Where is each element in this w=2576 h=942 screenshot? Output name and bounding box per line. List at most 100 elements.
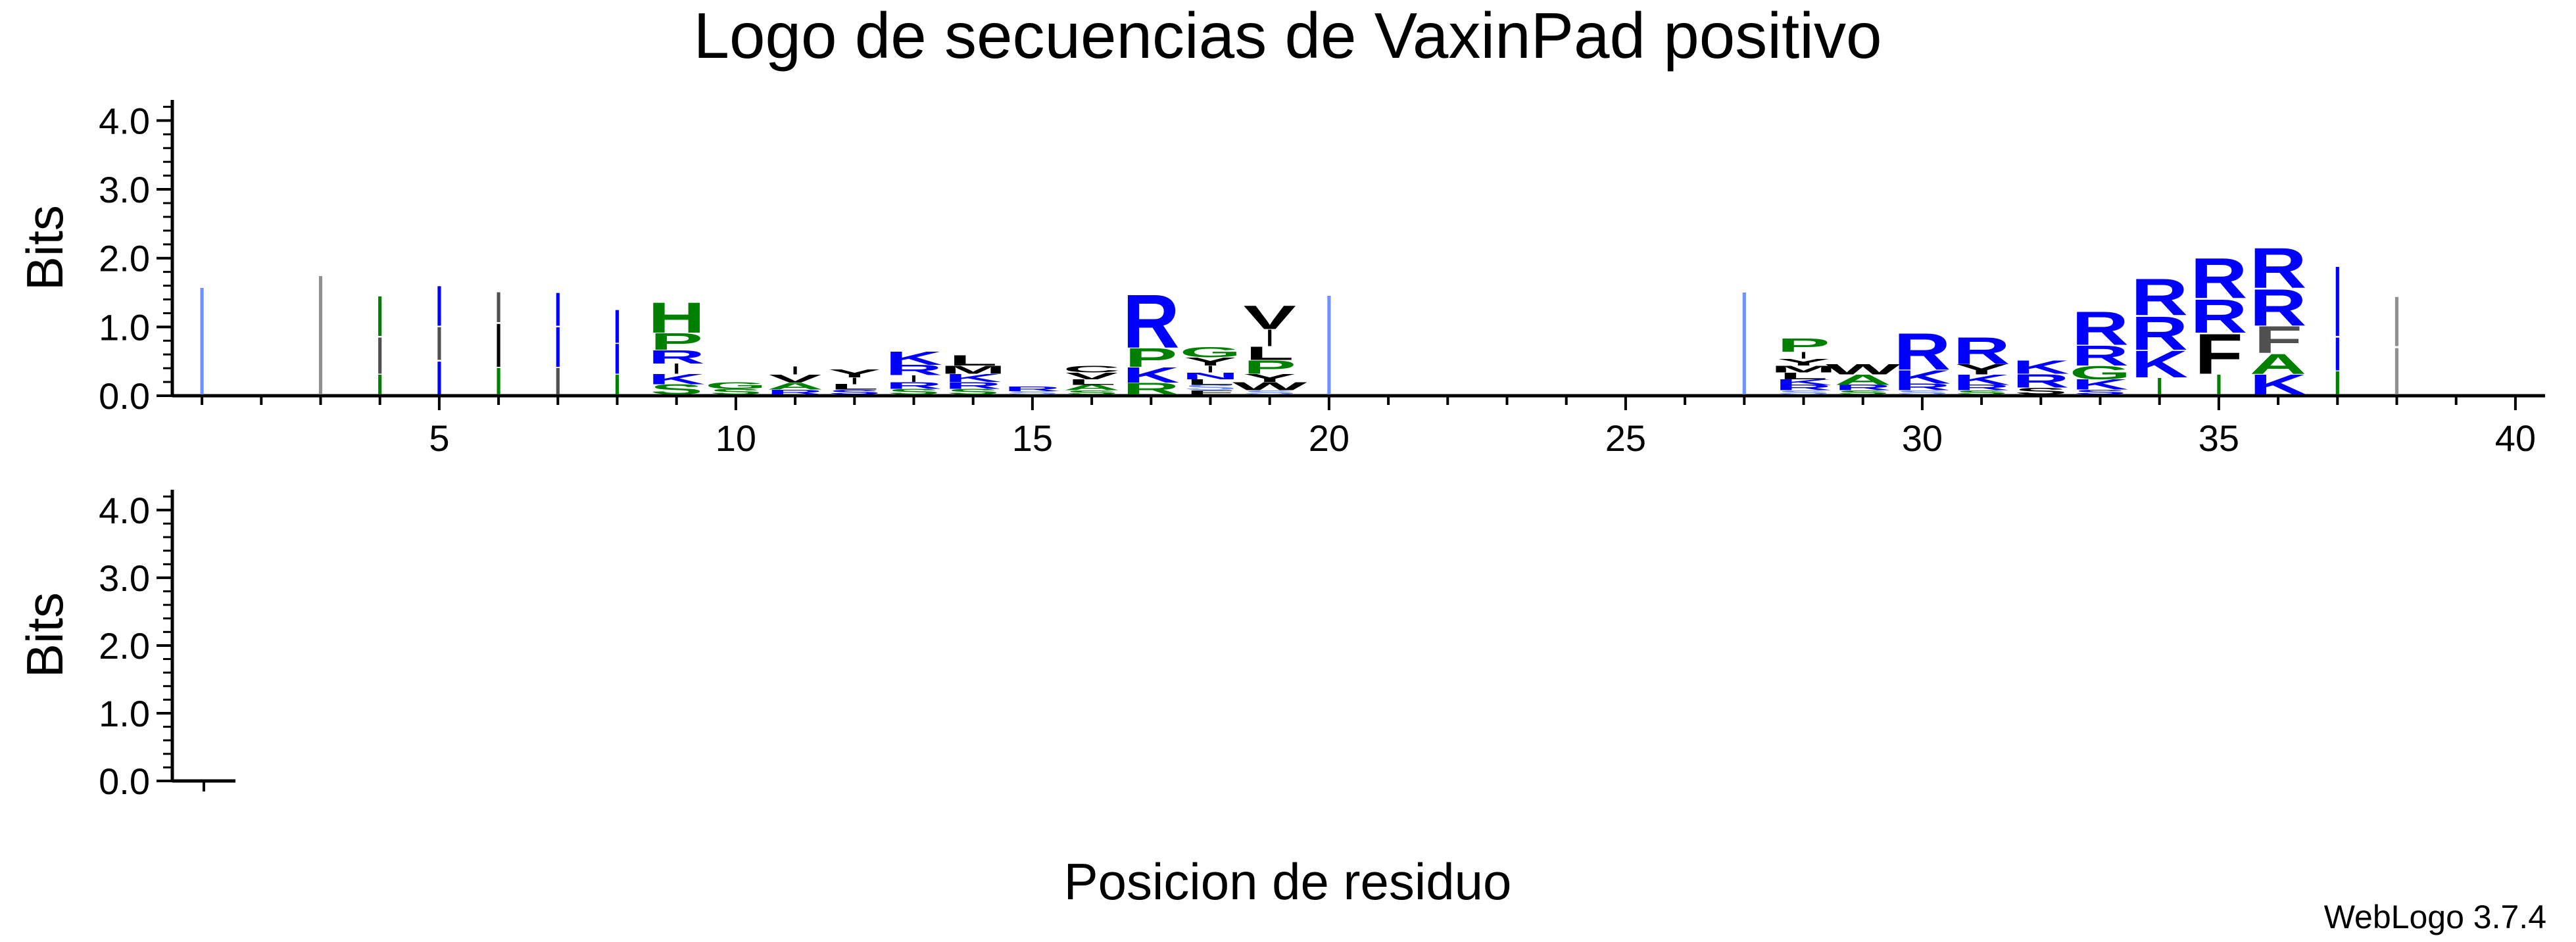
logo-letter-i: I [911, 373, 917, 385]
logo-letter-i: I [1207, 364, 1214, 375]
chart-title: Logo de secuencias de VaxinPad positivo [694, 0, 1882, 72]
logo-letter-r: R [1893, 322, 1951, 381]
logo-letter-l: L [1780, 371, 1828, 381]
logo-letter-i: I [554, 360, 561, 403]
logo-letter-i: I [614, 335, 621, 383]
logo-letter-y: Y [828, 367, 881, 379]
logo-letter-i: I [495, 311, 502, 381]
logo-letter-s: S [2014, 386, 2067, 396]
logo-letter-r: R [2072, 302, 2129, 356]
logo-letter-a: A [767, 381, 824, 392]
logo-letter-h: H [648, 293, 705, 342]
logo-letter-a: A [1834, 372, 1891, 388]
logo-letter-s: S [2074, 389, 2126, 396]
bottom-panel: 0.0 1.0 2.0 3.0 4.0 Bits [16, 490, 235, 802]
top-x-tick-label: 25 [1605, 417, 1646, 459]
logo-letter-n: N [1182, 371, 1239, 381]
logo-letter-v: V [1244, 298, 1296, 336]
top-y-ticks: 0.0 1.0 2.0 3.0 4.0 [99, 100, 172, 417]
x-axis-label: Posicion de residuo [1064, 853, 1512, 910]
logo-letter-i: I [495, 360, 502, 403]
logo-letter-s: S [1006, 390, 1059, 396]
logo-letter-i: I [318, 239, 324, 431]
logo-letter-w: W [1232, 380, 1308, 392]
logo-letter-i: I [792, 364, 798, 377]
top-panel: 0.01.02.03.04.0 5 10 15 20 25 30 35 40 I I IIIIII… [16, 100, 2545, 459]
logo-letter-i: I [1267, 324, 1273, 351]
bottom-y-tick-label: 4.0 [99, 490, 150, 531]
logo-letter-s: S [887, 388, 940, 396]
logo-letter-i: I [2334, 328, 2341, 381]
logo-letter-p: P [650, 328, 703, 354]
logo-letter-f: F [1186, 389, 1234, 396]
logo-letter-w: W [1826, 362, 1901, 377]
logo-letter-p: P [1125, 343, 1177, 373]
logo-letter-r: R [2250, 278, 2307, 337]
logo-letter-i: I [614, 369, 621, 401]
logo-letter-l: L [831, 383, 879, 391]
logo-letter-m: M [1770, 364, 1836, 374]
top-x-tick-label: 30 [1902, 417, 1943, 459]
logo-letter-g: G [1180, 344, 1242, 360]
logo-letter-i: I [554, 316, 561, 380]
logo-letter-r: R [2131, 307, 2188, 360]
logo-letter-r: R [767, 389, 824, 396]
logo-letter-y: Y [1777, 357, 1830, 367]
top-x-tick-label: 10 [716, 417, 756, 459]
logo-letter-r: R [1123, 279, 1180, 365]
logo-letter-i: I [554, 283, 561, 337]
top-y-tick-label: 1.0 [99, 306, 150, 348]
logo-letter-i: I [673, 361, 680, 377]
logo-letter-i: I [377, 327, 383, 386]
logo-letter-s: S [947, 388, 1000, 396]
logo-letter-i: I [436, 318, 443, 371]
logo-letter-f: F [2195, 323, 2243, 387]
logo-letter-i: I [377, 285, 383, 349]
logo-letter-f: F [2254, 319, 2302, 362]
logo-letter-s: S [1777, 389, 1830, 396]
logo-letter-g: G [705, 381, 767, 391]
logo-letter-l: L [1186, 378, 1234, 387]
logo-letter-r: R [2250, 237, 2307, 300]
top-y-tick-label: 4.0 [99, 100, 150, 141]
top-x-tick-label: 5 [429, 417, 449, 459]
logo-letter-a: A [1063, 383, 1121, 392]
top-x-tick-label: 15 [1012, 417, 1053, 459]
logo-letter-r: R [1834, 383, 1891, 392]
logo-letter-r: R [1123, 380, 1180, 398]
logo-letter-y: Y [1184, 355, 1236, 367]
top-y-tick-label: 0.0 [99, 375, 150, 417]
bottom-y-tick-label: 2.0 [99, 625, 150, 667]
logo-letter-i: I [2334, 247, 2341, 358]
top-y-axis-label: Bits [16, 205, 74, 291]
logo-letter-i: I [495, 284, 502, 332]
logo-letter-l: L [1246, 342, 1294, 364]
logo-letter-s: S [1184, 383, 1236, 392]
logo-letter-i: I [2216, 369, 2222, 401]
logo-letter-k: K [648, 371, 705, 387]
logo-letter-s: S [1837, 389, 1889, 396]
logo-letter-l: L [949, 353, 997, 369]
logo-letter-k: K [885, 348, 942, 369]
logo-letter-s: S [828, 389, 881, 396]
bottom-y-ticks: 0.0 1.0 2.0 3.0 4.0 [99, 490, 172, 802]
logo-letter-s: S [710, 388, 762, 396]
logo-letter-r: R [2012, 370, 2070, 392]
logo-letter-r: R [1953, 330, 2010, 373]
logo-letter-v: V [769, 373, 821, 385]
letter-stacks: I I IIIIIIIIIIIIIIISKIRPHSGRAVISLIYSRIRKSR… [199, 237, 2400, 431]
logo-letter-i: I [436, 352, 443, 405]
logo-letter-i: I [2394, 335, 2400, 409]
top-x-ticks: 5 10 15 20 25 30 35 40 [201, 396, 2536, 459]
logo-letter-s: S [1955, 389, 2008, 396]
logo-letter-k: K [2131, 343, 2188, 386]
weblogo-credit: WebLogo 3.7.4 [2324, 899, 2546, 935]
logo-letter-k: K [1893, 366, 1951, 388]
logo-letter-r: R [2131, 268, 2188, 327]
logo-letter-i: I [436, 275, 443, 339]
logo-letter-k: K [944, 372, 1002, 385]
logo-letter-k: K [1953, 372, 2010, 388]
logo-letter-k: K [1123, 363, 1180, 387]
bottom-y-axis-label: Bits [16, 592, 74, 678]
